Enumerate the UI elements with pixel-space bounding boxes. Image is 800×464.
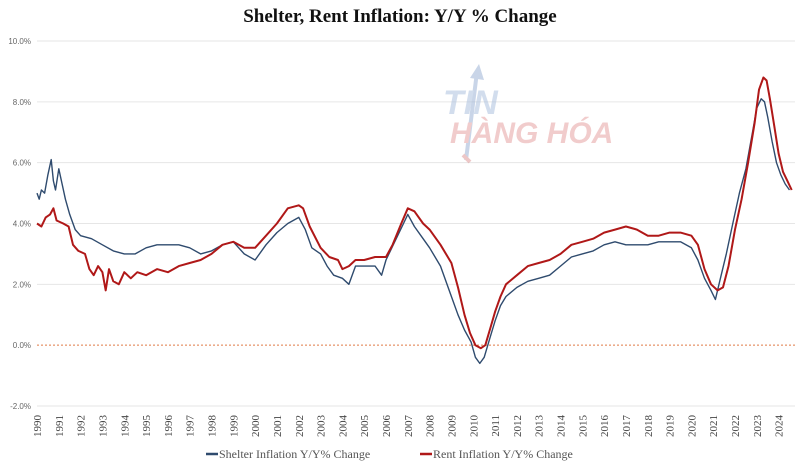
x-tick-label: 2023	[752, 415, 764, 438]
series-line-rent	[36, 76, 793, 350]
x-tick-label: 2015	[577, 415, 589, 438]
x-tick-label: 1997	[185, 415, 197, 438]
x-tick-label: 2024	[774, 415, 786, 438]
x-tick-label: 1996	[163, 415, 175, 438]
y-tick-label: 0.0%	[13, 341, 31, 350]
x-tick-label: 1990	[32, 415, 44, 438]
x-tick-label: 1994	[119, 415, 131, 438]
x-tick-label: 1998	[207, 415, 219, 438]
y-tick-label: -2.0%	[10, 402, 31, 411]
x-tick-label: 2001	[272, 415, 284, 437]
x-tick-label: 2012	[512, 415, 524, 437]
watermark-arrowhead	[470, 64, 484, 80]
x-tick-label: 2004	[337, 415, 349, 438]
legend: Shelter Inflation Y/Y% Change Rent Infla…	[206, 447, 573, 461]
x-tick-label: 2018	[643, 415, 655, 438]
series	[36, 76, 793, 365]
x-tick-label: 1991	[54, 415, 66, 437]
x-tick-label: 2011	[490, 415, 502, 437]
legend-label-shelter: Shelter Inflation Y/Y% Change	[219, 447, 370, 461]
x-tick-label: 1992	[76, 415, 88, 437]
x-tick-label: 1993	[97, 415, 109, 438]
y-tick-label: 2.0%	[13, 280, 31, 289]
watermark-arrow	[464, 71, 479, 161]
x-tick-label: 2021	[708, 415, 720, 437]
watermark-logo: TIN HÀNG HÓA	[443, 64, 613, 164]
x-tick-label: 1999	[228, 415, 240, 438]
x-tick-label: 2002	[294, 415, 306, 437]
x-tick-label: 2010	[468, 415, 480, 438]
x-tick-label: 2008	[425, 415, 437, 438]
x-tick-label: 2022	[730, 415, 742, 437]
x-tick-label: 2019	[665, 415, 677, 438]
grid-lines	[37, 40, 795, 407]
x-tick-label: 1995	[141, 415, 153, 438]
x-tick-label: 2009	[446, 415, 458, 438]
watermark-arrow-base	[461, 153, 472, 164]
legend-label-rent: Rent Inflation Y/Y% Change	[433, 447, 573, 461]
y-tick-label: 10.0%	[8, 37, 31, 46]
y-tick-label: 8.0%	[13, 98, 31, 107]
watermark-text-bottom: HÀNG HÓA	[450, 116, 613, 150]
x-tick-label: 2016	[599, 415, 611, 438]
x-tick-label: 2014	[556, 415, 568, 438]
x-tick-label: 2020	[686, 415, 698, 438]
watermark-text-top: TIN	[443, 84, 499, 122]
x-tick-label: 2017	[621, 415, 633, 438]
x-tick-label: 2000	[250, 415, 262, 438]
x-tick-label: 2013	[534, 415, 546, 438]
y-tick-label: 4.0%	[13, 220, 31, 229]
x-tick-label: 2006	[381, 415, 393, 438]
chart-title: Shelter, Rent Inflation: Y/Y % Change	[243, 6, 557, 27]
series-line-shelter	[36, 98, 791, 365]
y-axis: -2.0% 0.0% 2.0% 4.0% 6.0% 8.0% 10.0%	[8, 37, 31, 411]
x-tick-label: 2007	[403, 415, 415, 438]
y-tick-label: 6.0%	[13, 159, 31, 168]
x-tick-label: 2005	[359, 415, 371, 438]
x-tick-label: 2003	[316, 415, 328, 438]
x-axis: 1990 1991 1992 1993 1994 1995 1996 1997 1998 1999…	[32, 415, 786, 438]
